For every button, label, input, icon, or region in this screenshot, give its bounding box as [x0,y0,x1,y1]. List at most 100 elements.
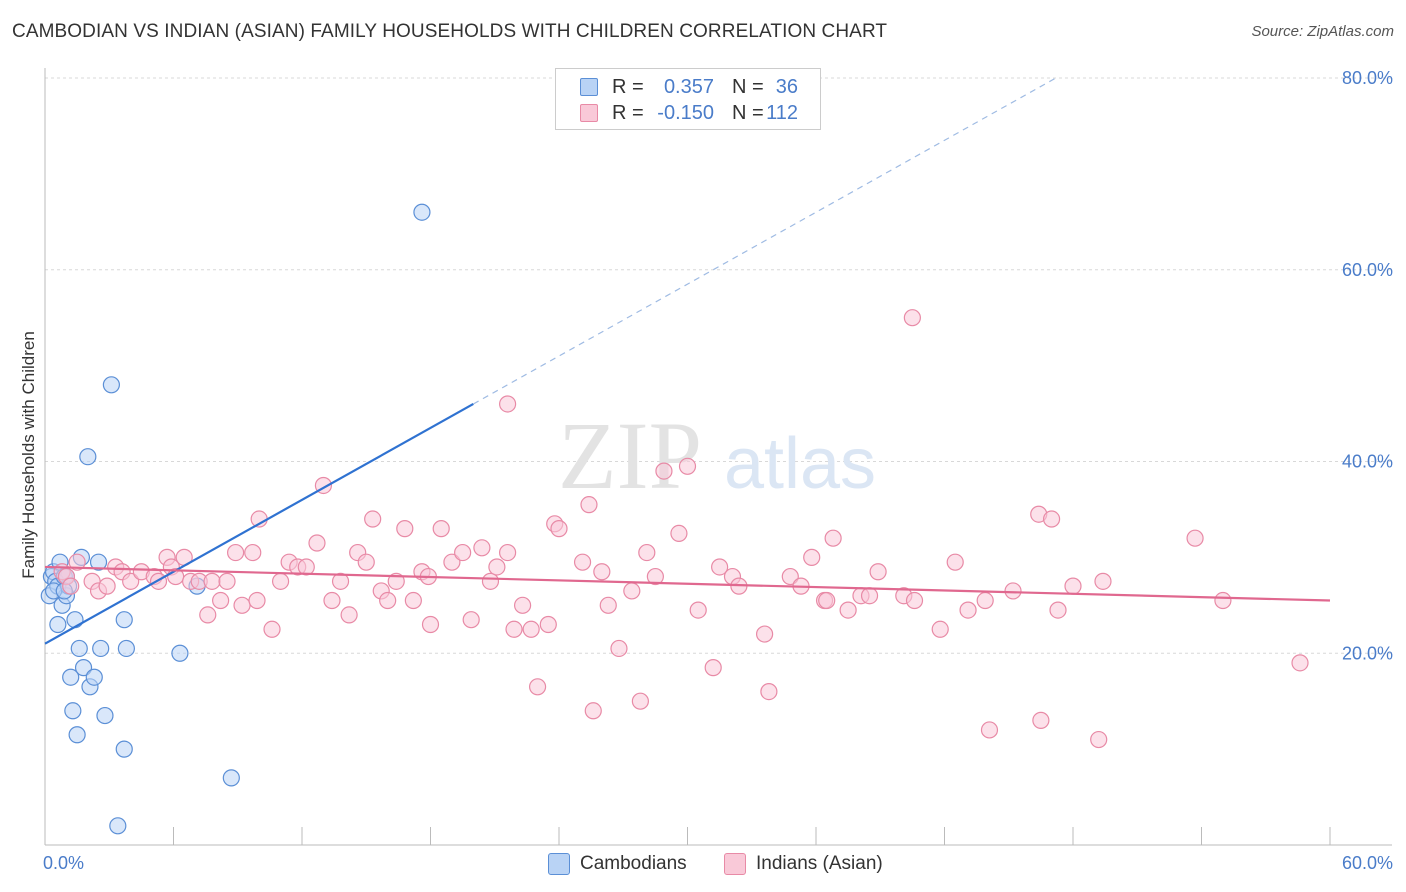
indian-point [980,721,999,739]
indian-point [212,591,230,610]
indian-point [580,496,598,514]
indian-point [513,596,532,614]
indian-point [323,591,341,610]
indian-point [244,543,262,562]
indian-point [539,615,557,634]
indian-point [550,520,568,538]
watermark-atlas: atlas [724,424,876,504]
indian-point [760,682,778,701]
indian-point [610,639,628,658]
cambodian-point [413,203,431,221]
indian-point [711,558,729,576]
cambodian-point [79,448,97,466]
cambodian-point [222,769,240,787]
indian-point [869,563,887,581]
stats-n-label: N = [732,102,764,124]
cambodian-point [171,644,189,662]
cambodian-point [49,615,67,634]
indian-point [488,558,506,576]
chart-title: CAMBODIAN VS INDIAN (ASIAN) FAMILY HOUSE… [12,21,888,42]
stats-r-label: R = [612,102,644,124]
stats-r-value: -0.150 [657,102,714,124]
x-tick-label: 60.0% [1342,853,1393,873]
indian-point [976,591,994,610]
indian-trendline [44,565,1331,602]
indian-point [1186,529,1204,547]
indian-point [905,591,924,610]
indian-point [678,457,697,475]
indian-point [462,611,480,629]
indian-point [227,543,245,562]
indian-point [122,572,140,590]
indian-point [331,572,350,590]
indian-point [755,625,774,643]
cambodian-point [85,668,103,686]
indian-point [271,572,290,590]
indian-point [1064,577,1082,595]
indian-point [364,510,382,528]
stats-swatch-pink [580,104,598,122]
chart-source: Source: ZipAtlas.com [1251,23,1394,40]
indian-point [573,553,592,571]
indian-point [903,309,921,327]
indian-point [1042,510,1061,528]
indian-point [68,553,86,571]
indian-point [499,543,517,562]
indian-point [1090,730,1108,749]
indian-point [646,567,664,586]
legend-swatch-pink [724,853,746,875]
indian-point [781,567,799,586]
indian-point [387,572,405,590]
watermark: ZIP atlas [558,402,876,509]
indian-point [233,596,251,614]
indian-point [655,462,673,480]
tick-label-layer: 20.0% 40.0% 60.0% 80.0% 0.0% 60.0% [43,68,1393,873]
indian-point [218,572,236,590]
stats-r-value: 0.357 [663,76,714,98]
cambodian-point [109,817,127,835]
indian-point [593,563,611,581]
cambodian-trendline-extension [473,77,1057,405]
stats-swatch-blue [580,78,598,96]
indian-point [1004,582,1022,600]
indian-point [946,553,964,571]
indian-point [824,529,842,547]
indian-point [860,587,879,605]
stats-box: R = 0.357 N = 36 R = -0.150 N = 112 [555,68,821,130]
indian-point [1094,572,1112,590]
y-tick-label: 20.0% [1342,643,1393,663]
stats-n-value: 36 [775,76,798,98]
indian-point [704,659,722,677]
cambodian-point [74,659,93,677]
indian-point [1214,591,1232,610]
indian-point [473,539,491,557]
indian-point [839,601,857,619]
indian-point [1049,601,1067,619]
indian-point [638,543,656,562]
indian-point [803,548,821,566]
cambodian-point [96,706,114,725]
indian-point [308,534,326,552]
points-layer [40,203,1309,835]
indian-point [818,591,836,610]
indian-point [1032,711,1050,729]
cambodian-point [102,376,120,394]
indian-point [623,582,641,600]
indian-point [1291,654,1309,672]
cambodian-point [89,553,108,571]
indian-point [379,591,397,610]
cambodian-point [62,668,80,686]
indian-point [599,596,617,614]
cambodian-point [66,611,84,629]
stats-row-cambodians: R = 0.357 N = 36 [556,74,820,100]
cambodian-point [117,639,135,658]
indian-point [522,620,540,638]
indian-point [689,601,707,619]
cambodian-point [70,639,88,658]
indian-point [248,591,266,610]
indian-point [357,553,375,571]
stats-row-indians: R = -0.150 N = 112 [556,100,820,126]
indian-point [454,543,472,562]
y-tick-label: 80.0% [1342,68,1393,88]
cambodian-point [115,740,133,758]
